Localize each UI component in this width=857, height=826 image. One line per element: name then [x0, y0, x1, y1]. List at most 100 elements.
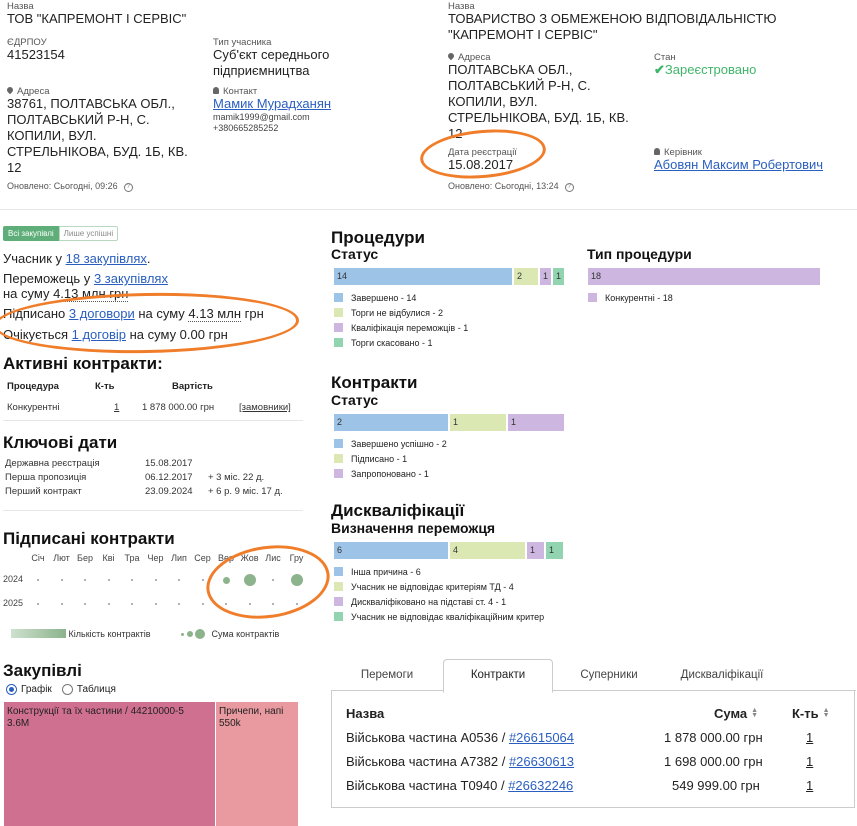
bar-segment[interactable]: 1 — [450, 414, 506, 431]
empty-dot — [178, 603, 180, 605]
row-count-link[interactable]: 1 — [806, 730, 814, 745]
legend-item[interactable]: Інша причина - 6 — [334, 567, 421, 578]
tab-competitors[interactable]: Суперники — [580, 669, 638, 681]
help-icon[interactable]: ? — [564, 183, 574, 192]
status-label: Стан — [654, 52, 676, 63]
legend-item[interactable]: Учасник не відповідає критеріям ТД - 4 — [334, 582, 514, 593]
legend-swatch — [588, 293, 597, 302]
bar-segment[interactable]: 2 — [334, 414, 448, 431]
contract-dot[interactable] — [243, 574, 256, 586]
contact-name-link[interactable]: Мамик Мурадханян — [213, 96, 332, 111]
view-radio-group: Графік Таблиця — [6, 684, 116, 695]
month-label: Кві — [102, 553, 115, 563]
legend-item[interactable]: Торги скасовано - 1 — [334, 338, 433, 349]
signed-contracts-link[interactable]: 3 договори — [68, 306, 135, 321]
bar-segment[interactable]: 4 — [450, 542, 525, 559]
legend-swatch — [334, 338, 343, 347]
contract-dot[interactable] — [290, 574, 303, 586]
expected-contract-link[interactable]: 1 договір — [71, 327, 126, 342]
tender-link[interactable]: #26615064 — [508, 730, 575, 745]
tender-link[interactable]: #26630613 — [508, 754, 575, 769]
row-procedure: Конкурентні — [7, 402, 60, 413]
bar-segment[interactable]: 1 — [553, 268, 564, 285]
col-count-header[interactable]: К-ть ▲ ▼ — [792, 706, 830, 721]
empty-dot — [107, 579, 110, 581]
procedure-type-bar: 18 — [588, 268, 820, 285]
legend-item[interactable]: Кваліфікація переможців - 1 — [334, 323, 468, 334]
key-date-value: 06.12.2017 — [145, 472, 193, 483]
row-count-link[interactable]: 1 — [806, 778, 814, 793]
bar-segment[interactable]: 6 — [334, 542, 448, 559]
empty-dot — [84, 579, 86, 581]
contracts-status-title: Статус — [331, 392, 379, 408]
empty-dot — [272, 603, 274, 605]
col-count: К-ть — [95, 381, 115, 392]
help-icon[interactable]: ? — [123, 183, 133, 192]
tender-link[interactable]: #26632246 — [508, 778, 574, 793]
contracts-status-legend: Завершено успішно - 2 Підписано - 1 Запроп… — [334, 439, 574, 484]
month-label: Сер — [194, 553, 211, 563]
tab-contracts[interactable]: Контракти — [443, 659, 553, 693]
contract-dot[interactable] — [222, 576, 230, 584]
month-label: Лис — [265, 553, 281, 563]
row-count-link[interactable]: 1 — [806, 754, 814, 769]
tab-wins[interactable]: Перемоги — [360, 669, 414, 681]
empty-dot — [131, 579, 133, 581]
edrpou-value: 41523154 — [7, 47, 65, 62]
purchases-link[interactable]: 18 закупівлях — [65, 251, 147, 266]
legend-item[interactable]: Торги не відбулися - 2 — [334, 308, 443, 319]
participant-type-value: Суб'єкт середнього підприємництва — [213, 47, 330, 78]
empty-dot — [107, 603, 110, 605]
wins-link[interactable]: 3 закупівлях — [93, 271, 168, 286]
legend-item[interactable]: Запропоновано - 1 — [334, 469, 429, 480]
customers-link[interactable]: [замовники] — [239, 402, 291, 413]
row-count-link[interactable]: 1 — [114, 402, 120, 413]
bar-segment[interactable]: 18 — [588, 268, 820, 285]
legend-item[interactable]: Завершено - 14 — [334, 293, 416, 304]
divider — [3, 420, 303, 421]
legend-item[interactable]: Учасник не відповідає кваліфікаційним кр… — [334, 612, 544, 623]
legend-swatch — [334, 612, 343, 621]
month-label: Жов — [240, 553, 259, 563]
bar-segment[interactable]: 1 — [546, 542, 563, 559]
filter-success-button[interactable]: Лише успішні — [58, 226, 119, 241]
col-sum-header[interactable]: Сума ▲ ▼ — [714, 706, 759, 721]
key-date-delta: + 3 міс. 22 д. — [208, 472, 265, 483]
summary-line-3: на суму 4.13 млн грн — [3, 286, 129, 302]
procedures-status-title: Статус — [331, 246, 379, 262]
radio-chart[interactable] — [6, 684, 17, 695]
sort-icon[interactable]: ▲ ▼ — [751, 707, 759, 719]
empty-dot — [154, 603, 157, 605]
legend-swatch — [334, 469, 343, 478]
tab-disqualifications[interactable]: Дискваліфікації — [680, 669, 764, 681]
left-updated: Оновлено: Сьогодні, 09:26? — [7, 181, 133, 192]
legend-item[interactable]: Дискваліфіковано на підставі ст. 4 - 1 — [334, 597, 506, 608]
col-name-header[interactable]: Назва — [346, 706, 385, 721]
bar-segment[interactable]: 1 — [508, 414, 564, 431]
month-label: Вер — [217, 553, 234, 563]
contact-label: Контакт — [213, 86, 257, 97]
check-icon: ✔ — [654, 62, 665, 77]
treemap-cell[interactable]: Конструкції та їх частини / 44210000-5 3… — [4, 702, 215, 826]
dot-large — [195, 629, 206, 639]
head-name-link[interactable]: Абовян Максим Робертович — [654, 157, 824, 172]
key-date-value: 15.08.2017 — [145, 458, 193, 469]
legend-item[interactable]: Завершено успішно - 2 — [334, 439, 447, 450]
contact-phone: +380665285252 — [213, 123, 279, 133]
filter-all-button[interactable]: Всі закупівлі — [3, 226, 59, 241]
bar-segment[interactable]: 14 — [334, 268, 512, 285]
bar-segment[interactable]: 1 — [527, 542, 544, 559]
radio-table[interactable] — [61, 684, 73, 695]
legend-item[interactable]: Конкурентні - 18 — [588, 293, 673, 304]
treemap-cell[interactable]: Причепи, напі 550k — [216, 702, 298, 826]
location-pin-icon — [446, 51, 456, 61]
gradient-swatch — [11, 629, 66, 638]
company-name: ТОВ "КАПРЕМОНТ І СЕРВІС" — [7, 11, 187, 26]
bar-segment[interactable]: 1 — [540, 268, 551, 285]
summary-line-2: Переможець у 3 закупівлях — [3, 271, 168, 286]
bar-segment[interactable]: 2 — [514, 268, 538, 285]
head-label: Керівник — [654, 147, 702, 158]
sort-icon[interactable]: ▲ ▼ — [822, 707, 830, 719]
legend-item[interactable]: Підписано - 1 — [334, 454, 407, 465]
